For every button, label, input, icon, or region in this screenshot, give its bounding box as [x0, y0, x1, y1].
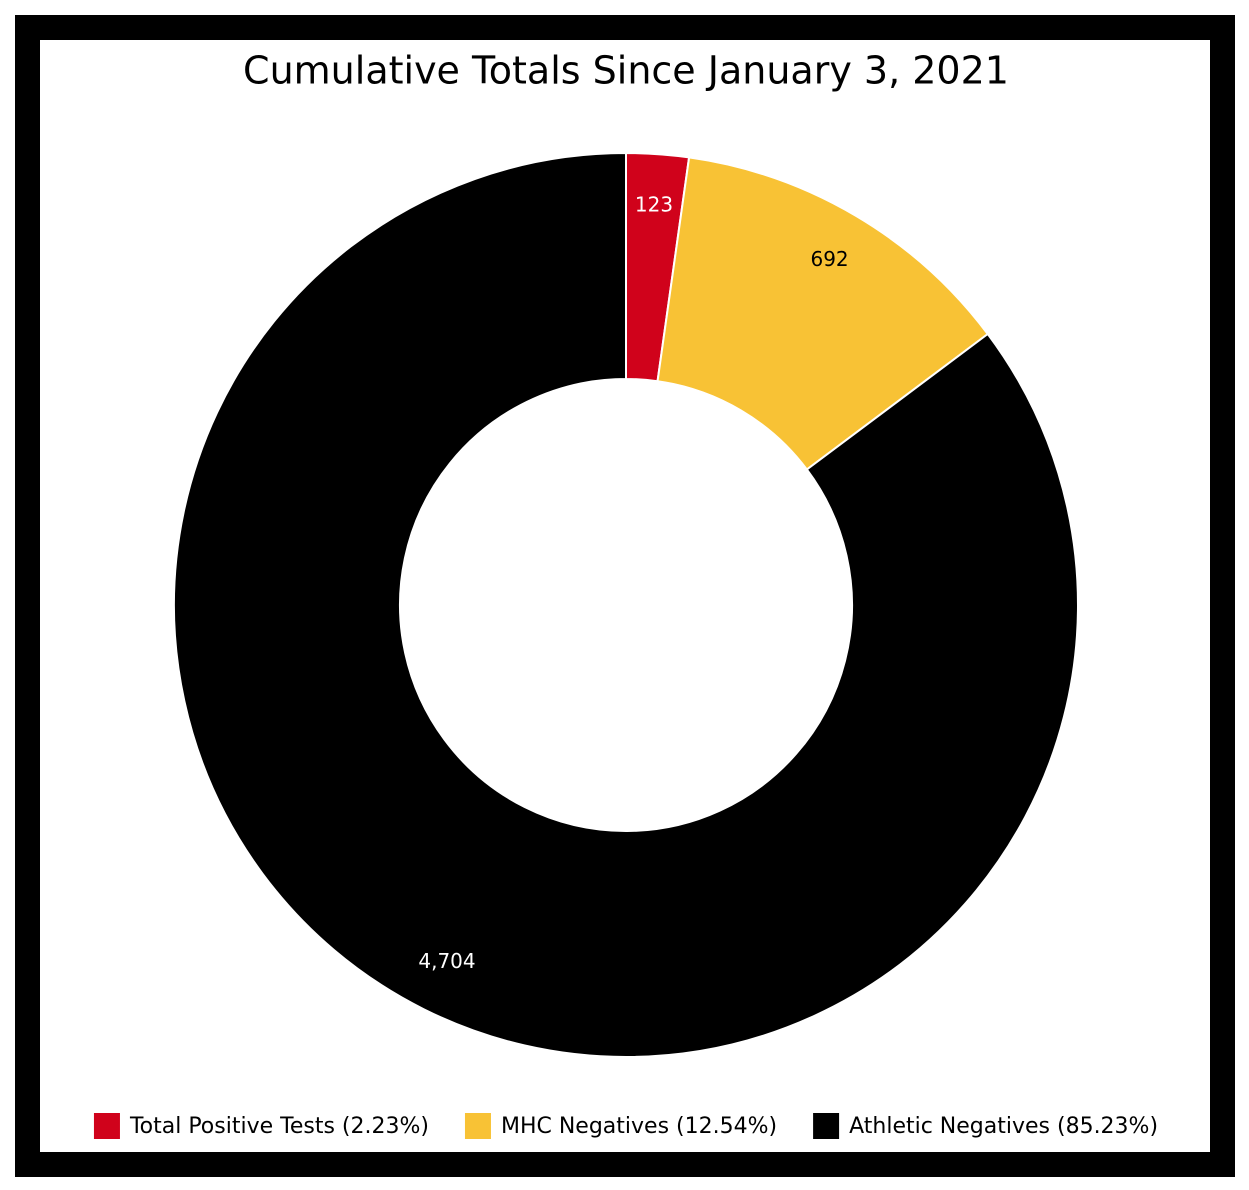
value-label: 123 — [635, 192, 673, 216]
donut-slice — [656, 156, 990, 471]
legend-label: MHC Negatives (12.54%) — [501, 1114, 777, 1139]
value-label: 692 — [810, 247, 848, 271]
legend-swatch — [93, 1113, 120, 1139]
value-label: 4,704 — [418, 949, 475, 973]
legend-swatch — [464, 1113, 491, 1139]
legend-label: Total Positive Tests (2.23%) — [129, 1114, 429, 1139]
legend-swatch — [813, 1113, 840, 1139]
donut-slice — [173, 151, 1079, 1058]
legend-label: Athletic Negatives (85.23%) — [849, 1114, 1158, 1139]
chart-title: Cumulative Totals Since January 3, 2021 — [243, 49, 1009, 93]
